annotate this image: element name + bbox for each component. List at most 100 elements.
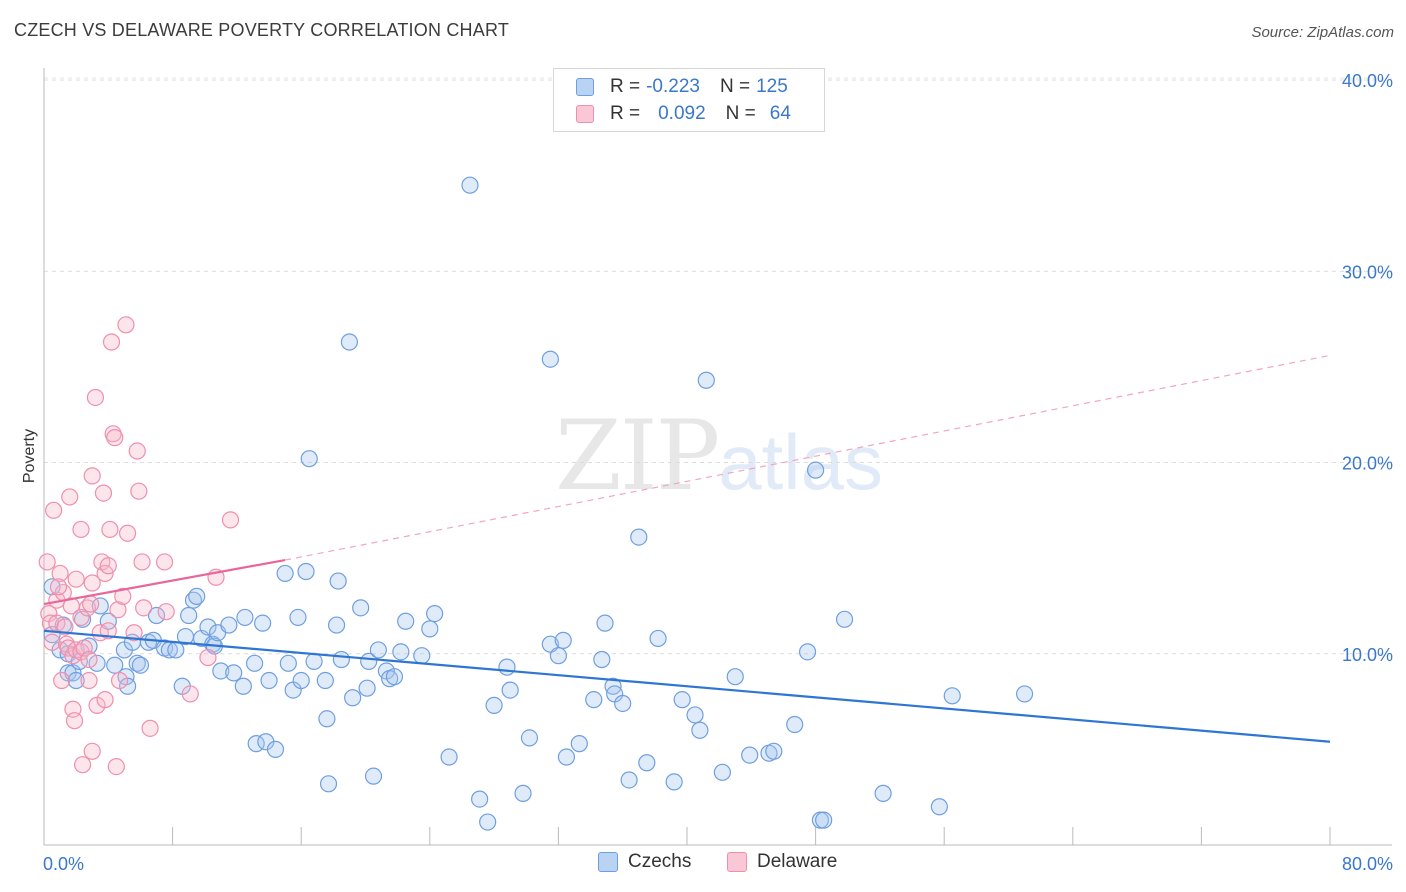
point-czechs <box>318 710 336 728</box>
series-legend-swatch-delaware <box>727 852 747 872</box>
point-czechs <box>385 668 404 686</box>
point-czechs <box>726 668 744 686</box>
point-czechs <box>245 654 264 672</box>
point-czechs <box>276 564 294 583</box>
point-delaware <box>94 484 113 502</box>
trend-line-delaware <box>43 558 286 606</box>
point-czechs <box>369 641 387 659</box>
point-delaware <box>157 603 175 621</box>
point-delaware <box>82 595 100 613</box>
point-czechs <box>554 631 572 649</box>
point-delaware <box>80 671 98 690</box>
point-czechs <box>520 729 539 747</box>
legend-r-label: R = <box>610 103 641 124</box>
point-czechs <box>236 608 254 627</box>
point-czechs <box>188 587 206 605</box>
legend-n-label: N = <box>725 103 756 124</box>
legend-n-value: 64 <box>769 103 791 124</box>
point-czechs <box>397 612 415 630</box>
watermark-zip: ZIP <box>555 400 720 512</box>
point-czechs <box>461 176 479 194</box>
point-czechs <box>329 572 347 590</box>
point-czechs <box>485 696 503 714</box>
point-delaware <box>155 553 174 571</box>
point-czechs <box>665 773 683 791</box>
point-czechs <box>426 604 444 623</box>
series-legend: Czechs Delaware <box>0 851 1406 877</box>
point-czechs <box>340 333 359 351</box>
point-czechs <box>364 767 383 785</box>
legend-swatch-delaware <box>576 105 594 123</box>
trend-extension-delaware <box>285 354 1331 561</box>
point-delaware <box>72 608 90 627</box>
point-delaware <box>96 691 114 709</box>
point-czechs <box>585 691 603 709</box>
legend-n-value: 125 <box>756 76 788 97</box>
point-delaware <box>83 467 101 485</box>
point-czechs <box>297 562 315 581</box>
y-axis-label: Poverty <box>21 429 38 483</box>
point-czechs <box>691 721 709 739</box>
point-czechs <box>332 650 350 669</box>
point-czechs <box>305 652 323 671</box>
point-czechs <box>289 608 307 627</box>
point-delaware <box>80 650 98 669</box>
point-czechs <box>327 616 346 634</box>
point-czechs <box>344 689 362 707</box>
point-czechs <box>614 694 632 713</box>
y-tick-label: 10.0% <box>1342 645 1393 665</box>
point-czechs <box>471 790 489 808</box>
axis-labels: 10.0% 20.0% 30.0% 40.0% 0.0% 80.0% Poverty <box>21 71 1393 874</box>
series-legend-label-czechs: Czechs <box>628 851 692 872</box>
point-czechs <box>319 775 338 793</box>
point-czechs <box>254 614 272 632</box>
point-delaware <box>102 333 121 351</box>
point-delaware <box>199 648 217 667</box>
point-czechs <box>570 735 588 753</box>
point-czechs <box>279 654 297 672</box>
point-czechs <box>786 715 804 734</box>
trend-line-czechs <box>43 629 1331 743</box>
point-delaware <box>135 599 153 617</box>
point-delaware <box>181 685 199 703</box>
legend-row-czechs: R = -0.223 N = 125 <box>576 74 808 100</box>
chart-source: Source: ZipAtlas.com <box>1251 24 1394 41</box>
point-czechs <box>593 650 611 669</box>
point-delaware <box>118 524 137 542</box>
point-delaware <box>67 570 85 588</box>
point-delaware <box>45 501 63 519</box>
trend-lines <box>43 354 1331 743</box>
point-czechs <box>815 811 833 829</box>
y-tick-label: 30.0% <box>1342 262 1393 282</box>
point-czechs <box>413 647 431 665</box>
point-czechs <box>943 687 961 705</box>
point-czechs <box>234 677 252 695</box>
point-czechs <box>686 706 704 724</box>
series-legend-czechs: Czechs <box>598 851 691 873</box>
point-delaware <box>65 712 84 730</box>
point-delaware <box>101 520 119 539</box>
point-delaware <box>61 488 79 506</box>
y-tick-label: 40.0% <box>1342 71 1393 91</box>
point-czechs <box>67 671 85 690</box>
legend-r-label: R = <box>610 76 641 97</box>
point-czechs <box>649 629 667 648</box>
point-czechs <box>697 371 715 389</box>
point-delaware <box>141 719 159 737</box>
point-czechs <box>713 763 731 781</box>
point-delaware <box>114 587 132 605</box>
point-czechs <box>199 618 217 636</box>
chart-title: CZECH VS DELAWARE POVERTY CORRELATION CH… <box>14 20 510 40</box>
axes <box>43 68 1392 846</box>
point-czechs <box>638 754 656 772</box>
point-czechs <box>180 606 198 625</box>
point-czechs <box>549 647 568 665</box>
point-czechs <box>440 748 458 766</box>
point-delaware <box>125 624 143 642</box>
x-tick-label: 0.0% <box>43 854 84 874</box>
point-delaware <box>99 622 117 640</box>
point-delaware <box>49 578 68 596</box>
point-delaware <box>83 574 101 592</box>
legend-row-delaware: R = 0.092 N = 64 <box>576 101 811 127</box>
